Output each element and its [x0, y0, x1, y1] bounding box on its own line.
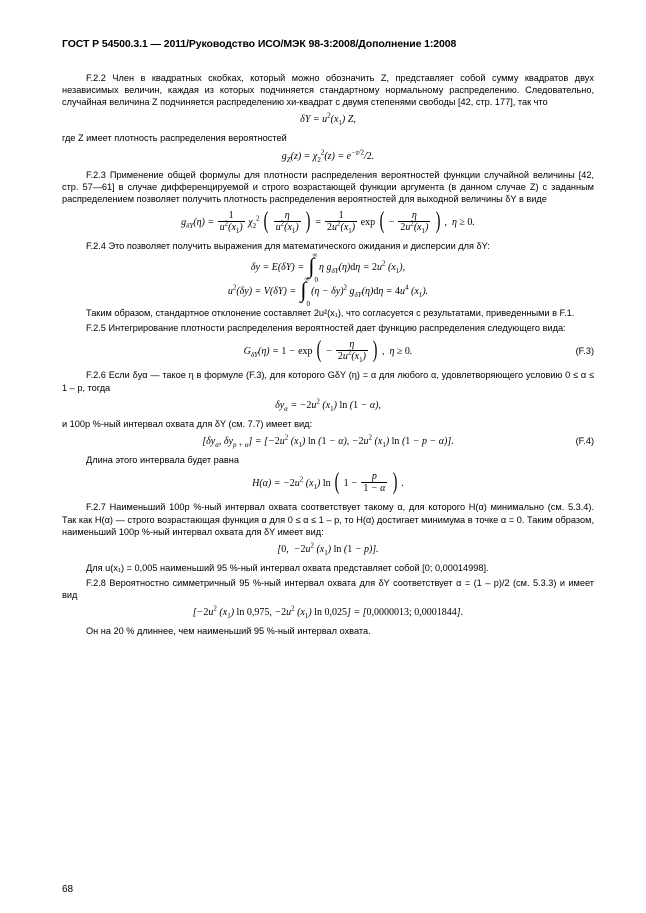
page-root: ГОСТ Р 54500.3.1 — 2011/Руководство ИСО/…	[0, 0, 646, 913]
para-f28: F.2.8 Вероятностно симметричный 95 %-ный…	[62, 577, 594, 601]
para-f27: F.2.7 Наименьший 100p %-ный интервал охв…	[62, 501, 594, 537]
para-f24: F.2.4 Это позволяет получить выражения д…	[62, 240, 594, 252]
eq-vdy: u2(δy) = V(δY) = ∞∫0 (η − δy)2 gδY(η)dη …	[62, 283, 594, 300]
eq-min-interval: [0, −2u2 (x1) ln (1 − p)].	[62, 544, 594, 555]
para-interval: и 100p %-ный интервал охвата для δY (см.…	[62, 418, 594, 430]
para-wherez: где Z имеет плотность распределения веро…	[62, 132, 594, 144]
eq-sym-interval: [−2u2 (x1) ln 0,975, −2u2 (x1) ln 0,025]…	[62, 607, 594, 618]
eq-label-f4: (F.4)	[576, 436, 594, 446]
para-thus: Таким образом, стандартное отклонение со…	[62, 307, 594, 319]
eq-gdy: gδY(η) = 1u2(x1) χ22 ( ηu2(x1) ) = 12u2(…	[62, 211, 594, 234]
para-longer: Он на 20 % длиннее, чем наименьший 95 %-…	[62, 625, 594, 637]
doc-header: ГОСТ Р 54500.3.1 — 2011/Руководство ИСО/…	[62, 38, 594, 50]
eq-dya: δyα = −2u2 (x1) ln (1 − α),	[62, 400, 594, 411]
eq-interval: [δyα, δyp + α] = [−2u2 (x1) ln (1 − α), …	[62, 436, 594, 447]
para-f25: F.2.5 Интегрирование плотности распредел…	[62, 322, 594, 334]
para-f23: F.2.3 Применение общей формулы для плотн…	[62, 169, 594, 205]
para-lenintro: Длина этого интервала будет равна	[62, 454, 594, 466]
eq-Gdy: GδY(η) = 1 − exp ( − η2u2(x1) ) , η ≥ 0.…	[62, 340, 594, 363]
para-f26: F.2.6 Если δyα — такое η в формуле (F.3)…	[62, 369, 594, 393]
eq-gz: gZ(z) = χ22(z) = e−z/2/2.	[62, 151, 594, 162]
eq-label-f3: (F.3)	[576, 346, 594, 356]
para-f22: F.2.2 Член в квадратных скобках, который…	[62, 72, 594, 108]
eq-dy: δY = u2(x1) Z,	[62, 114, 594, 125]
eq-edy: δy = E(δY) = ∞∫0 η gδY(η)dη = 2u2 (x1),	[62, 259, 594, 276]
page-number: 68	[62, 884, 73, 895]
para-foru: Для u(x₁) = 0,005 наименьший 95 %-ный ин…	[62, 562, 594, 574]
eq-Ha: H(α) = −2u2 (x1) ln ( 1 − p1 − α ) .	[62, 472, 594, 495]
